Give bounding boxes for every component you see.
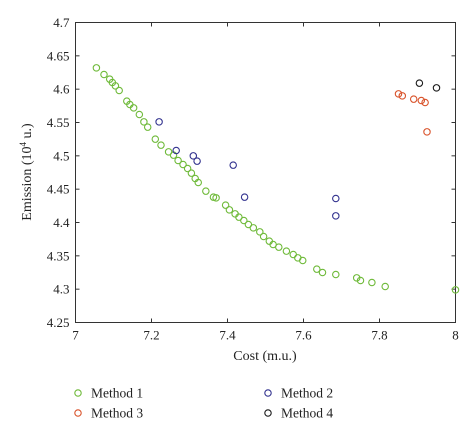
y-tick-label: 4.5 <box>53 148 69 163</box>
point-method-3 <box>409 95 418 103</box>
point-method-1 <box>368 278 376 287</box>
y-tick-label: 4.3 <box>53 282 69 297</box>
legend-label: Method 2 <box>281 386 333 401</box>
point-method-3 <box>421 98 429 107</box>
point-method-1 <box>151 135 160 143</box>
point-method-2 <box>240 193 249 201</box>
x-tick-label: 7.2 <box>143 328 159 343</box>
legend-label: Method 3 <box>91 406 143 421</box>
point-method-1 <box>289 250 297 259</box>
point-method-1 <box>187 169 196 177</box>
point-method-4 <box>415 79 424 87</box>
point-method-1 <box>100 70 108 79</box>
legend: Method 1 Method 2 Method 3 Method 4 <box>74 386 333 421</box>
point-method-1 <box>111 82 120 90</box>
legend-marker-method-3 <box>74 409 82 417</box>
y-axis-ticks: 4.25 4.3 4.35 4.4 4.45 4.5 4.55 4.6 4.65 4.7 <box>47 15 456 330</box>
point-method-1 <box>164 148 173 156</box>
point-method-1 <box>356 276 365 285</box>
point-method-1 <box>183 164 192 173</box>
data-points <box>92 64 460 294</box>
y-tick-label: 4.25 <box>47 315 70 330</box>
y-tick-label: 4.7 <box>53 15 70 30</box>
legend-marker-method-4 <box>264 409 272 417</box>
point-method-1 <box>249 224 258 232</box>
x-tick-label: 7.8 <box>371 328 387 343</box>
y-tick-label: 4.4 <box>53 215 70 230</box>
legend-item-method-3: Method 3 <box>74 406 143 421</box>
point-method-1 <box>194 178 202 187</box>
x-axis-label: Cost (m.u.) <box>233 349 297 364</box>
series-method-1 <box>92 64 460 294</box>
point-method-1 <box>298 256 307 265</box>
point-method-1 <box>332 270 340 279</box>
y-tick-label: 4.6 <box>53 82 70 97</box>
legend-marker-method-1 <box>74 389 82 397</box>
point-method-1 <box>129 104 138 112</box>
point-method-1 <box>225 206 234 214</box>
point-method-1 <box>240 216 248 225</box>
y-tick-label: 4.65 <box>47 48 70 63</box>
point-method-1 <box>140 118 148 126</box>
y-axis-label-exponent: 4 <box>18 141 28 146</box>
point-method-3 <box>398 92 407 100</box>
series-method-3 <box>394 90 431 136</box>
legend-item-method-2: Method 2 <box>264 386 333 401</box>
point-method-1 <box>212 194 220 202</box>
point-method-1 <box>92 64 101 72</box>
point-method-1 <box>179 160 187 169</box>
series-method-4 <box>415 79 441 92</box>
point-method-2 <box>155 118 163 126</box>
point-method-1 <box>275 243 283 251</box>
point-method-1 <box>235 213 243 221</box>
point-method-1 <box>451 286 460 294</box>
point-method-1 <box>244 220 253 229</box>
point-method-2 <box>189 152 198 160</box>
y-tick-label: 4.55 <box>47 115 70 130</box>
point-method-1 <box>174 156 182 165</box>
point-method-1 <box>115 86 123 95</box>
point-method-2 <box>332 194 340 203</box>
legend-item-method-4: Method 4 <box>264 406 333 421</box>
point-method-4 <box>432 84 441 92</box>
point-method-1 <box>135 110 144 119</box>
point-method-1 <box>259 232 268 241</box>
point-method-3 <box>394 90 403 98</box>
x-tick-label: 7 <box>72 328 79 343</box>
x-tick-label: 7.4 <box>219 328 236 343</box>
point-method-1 <box>221 201 230 209</box>
point-method-1 <box>313 265 321 273</box>
point-method-3 <box>417 96 426 105</box>
series-method-2 <box>155 118 340 220</box>
x-tick-label: 7.6 <box>295 328 312 343</box>
legend-label: Method 1 <box>91 386 143 401</box>
y-tick-label: 4.45 <box>47 182 70 197</box>
point-method-1 <box>282 247 291 255</box>
legend-item-method-1: Method 1 <box>74 386 143 401</box>
legend-marker-method-2 <box>264 389 272 397</box>
y-axis-label: Emission (104 u.) <box>18 123 35 221</box>
legend-label: Method 4 <box>281 406 333 421</box>
x-axis-ticks: 7 7.2 7.4 7.6 7.8 8 <box>72 22 459 343</box>
x-tick-label: 8 <box>452 328 459 343</box>
plot-area-frame <box>75 22 456 323</box>
point-method-2 <box>332 212 340 220</box>
point-method-3 <box>423 128 431 136</box>
point-method-1 <box>202 187 210 195</box>
point-method-1 <box>256 228 264 236</box>
point-method-1 <box>143 123 152 131</box>
point-method-2 <box>193 157 201 165</box>
point-method-1 <box>318 268 327 277</box>
point-method-1 <box>157 141 165 149</box>
point-method-1 <box>381 282 389 291</box>
y-tick-label: 4.35 <box>47 248 70 263</box>
point-method-2 <box>172 146 180 155</box>
point-method-2 <box>229 161 237 169</box>
